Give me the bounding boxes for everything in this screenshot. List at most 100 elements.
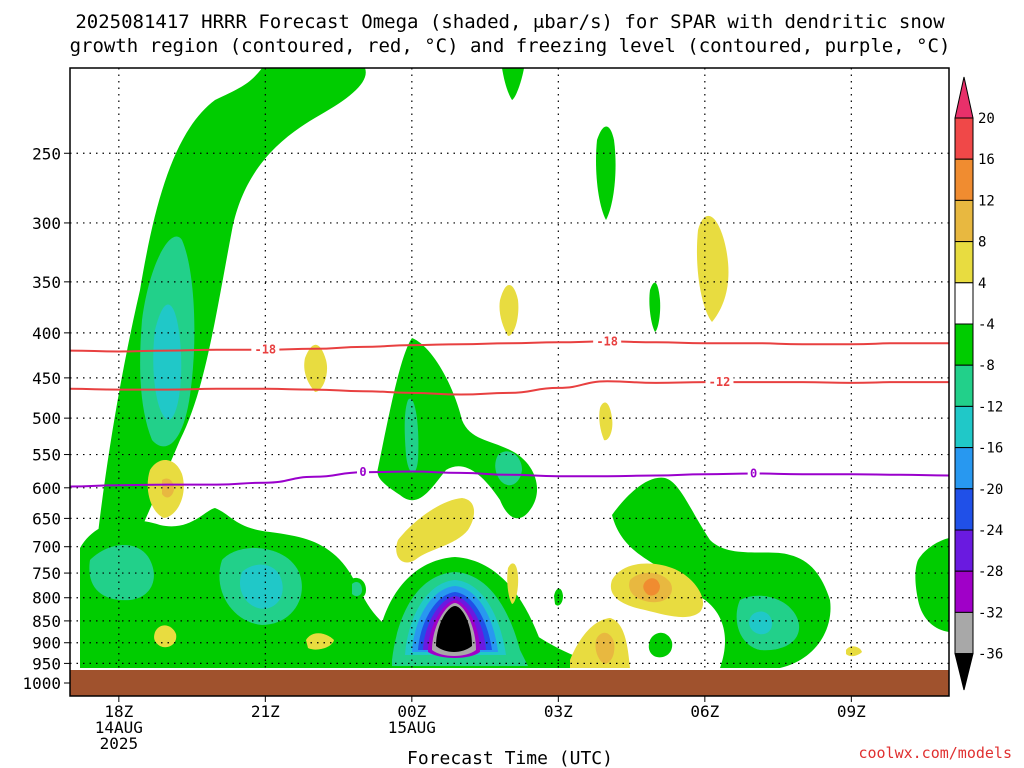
y-tick-label: 650 <box>32 509 61 528</box>
x-tick-label: 21Z <box>251 702 280 721</box>
y-tick-label: 300 <box>32 214 61 233</box>
omega-region-green-blob1 <box>648 632 673 658</box>
credit-text: coolwx.com/models <box>858 744 1012 762</box>
colorbar-label: -32 <box>978 605 1003 621</box>
colorbar-label: -36 <box>978 647 1003 663</box>
omega-region-yellow-5 <box>396 498 475 563</box>
contour-dendritic-line <box>70 380 949 396</box>
colorbar-top-arrow <box>954 76 974 119</box>
omega-region-green-spike1 <box>596 126 616 220</box>
contour-freezing-line <box>70 470 949 488</box>
omega-region-yellow-10 <box>306 633 334 650</box>
x-tick-label: 15AUG <box>388 718 436 737</box>
omega-region-yellow-9 <box>154 625 177 648</box>
colorbar-label: 20 <box>978 111 995 127</box>
y-tick-label: 900 <box>32 634 61 653</box>
contour-label-bg <box>747 466 760 481</box>
colorbar-bottom-arrow <box>954 653 974 691</box>
contour-label-bg <box>251 342 280 357</box>
colorbar-swatch <box>954 117 974 160</box>
contour-label: -18 <box>254 343 276 357</box>
omega-region-teal-left <box>89 545 154 601</box>
omega-region-green-top <box>502 68 524 100</box>
contour-label: -18 <box>596 334 618 348</box>
colorbar-swatch <box>954 611 974 655</box>
contour-label-bg <box>593 334 622 349</box>
y-tick-label: 550 <box>32 446 61 465</box>
omega-region-cyan-right2 <box>749 611 772 635</box>
y-axis-ticks: 250 300 350 400 450 500 550 600 650 700 750 800 850 9… <box>22 144 70 693</box>
chart-title-line2: growth region (contoured, red, °C) and f… <box>70 35 951 57</box>
y-tick-label: 750 <box>32 564 61 583</box>
omega-region-yellow-2 <box>304 344 328 392</box>
omega-region-green-spike2 <box>649 282 661 332</box>
y-tick-label: 850 <box>32 612 61 631</box>
colorbar-label: 12 <box>978 193 995 209</box>
y-tick-label: 350 <box>32 273 61 292</box>
colorbar-label: -24 <box>978 523 1003 539</box>
colorbar-swatch <box>954 447 974 490</box>
colorbar-label: -4 <box>978 317 995 333</box>
omega-region-yellow-11 <box>846 646 862 657</box>
colorbar-label: -28 <box>978 564 1003 580</box>
x-tick-label: 09Z <box>837 702 866 721</box>
omega-region-orange-7 <box>595 632 615 664</box>
y-tick-label: 500 <box>32 409 61 428</box>
x-tick-label: 18Z <box>104 702 133 721</box>
omega-region-teal-right <box>495 451 522 486</box>
plot-frame <box>69 67 950 697</box>
omega-region-green-tower <box>377 338 538 519</box>
x-tick-label: 06Z <box>690 702 719 721</box>
colorbar-swatch <box>954 282 974 325</box>
x-tick-label: 14AUG <box>95 718 143 737</box>
omega-region-yellow-tall <box>696 215 729 322</box>
x-tick-label: 00Z <box>397 702 426 721</box>
colorbar-swatch <box>954 364 974 407</box>
contour-label: 0 <box>359 465 366 479</box>
colorbar-label: 16 <box>978 152 995 168</box>
contour-dendritic-line <box>70 340 949 353</box>
colorbar-swatch <box>954 199 974 243</box>
colorbar-label: -8 <box>978 358 995 374</box>
temperature-contours: -18 -18 -12 0 0 <box>70 334 949 488</box>
y-tick-label: 1000 <box>22 674 61 693</box>
x-tick-label: 03Z <box>544 702 573 721</box>
x-axis-label: Forecast Time (UTC) <box>407 748 613 768</box>
y-tick-label: 950 <box>32 654 61 673</box>
contour-label: 0 <box>750 467 757 481</box>
omega-region-teal-blob3 <box>352 582 362 597</box>
contour-label-bg <box>357 465 369 480</box>
colorbar-label: -20 <box>978 482 1003 498</box>
omega-region-yellow-1 <box>499 284 519 336</box>
colorbar-swatch <box>954 488 974 531</box>
colorbar-label: -12 <box>978 399 1003 415</box>
omega-region-red-6 <box>643 578 660 596</box>
colorbar-swatch <box>954 323 974 366</box>
colorbar-label: -16 <box>978 441 1003 457</box>
omega-shading <box>80 68 949 668</box>
colorbar-swatch <box>954 158 974 201</box>
y-tick-label: 600 <box>32 479 61 498</box>
colorbar-label: 4 <box>978 276 986 292</box>
omega-region-yellow-3 <box>599 402 613 441</box>
colorbar-swatch <box>954 241 974 284</box>
colorbar-swatch <box>954 529 974 572</box>
colorbar-swatch <box>954 570 974 613</box>
y-tick-label: 800 <box>32 589 61 608</box>
y-tick-label: 400 <box>32 324 61 343</box>
colorbar-label: 8 <box>978 235 986 251</box>
x-tick-label: 2025 <box>100 734 139 753</box>
chart-title-line1: 2025081417 HRRR Forecast Omega (shaded, … <box>75 11 945 33</box>
ground-surface <box>70 670 949 696</box>
y-tick-label: 250 <box>32 144 61 163</box>
omega-region-green-plume <box>88 68 366 651</box>
contour-label: -12 <box>709 375 731 389</box>
contour-label-bg <box>705 375 734 390</box>
omega-region-green-blob2 <box>554 588 563 606</box>
omega-region-green-farright <box>915 538 949 632</box>
omega-region-strong-core <box>436 606 472 652</box>
y-tick-label: 700 <box>32 538 61 557</box>
y-tick-label: 450 <box>32 369 61 388</box>
